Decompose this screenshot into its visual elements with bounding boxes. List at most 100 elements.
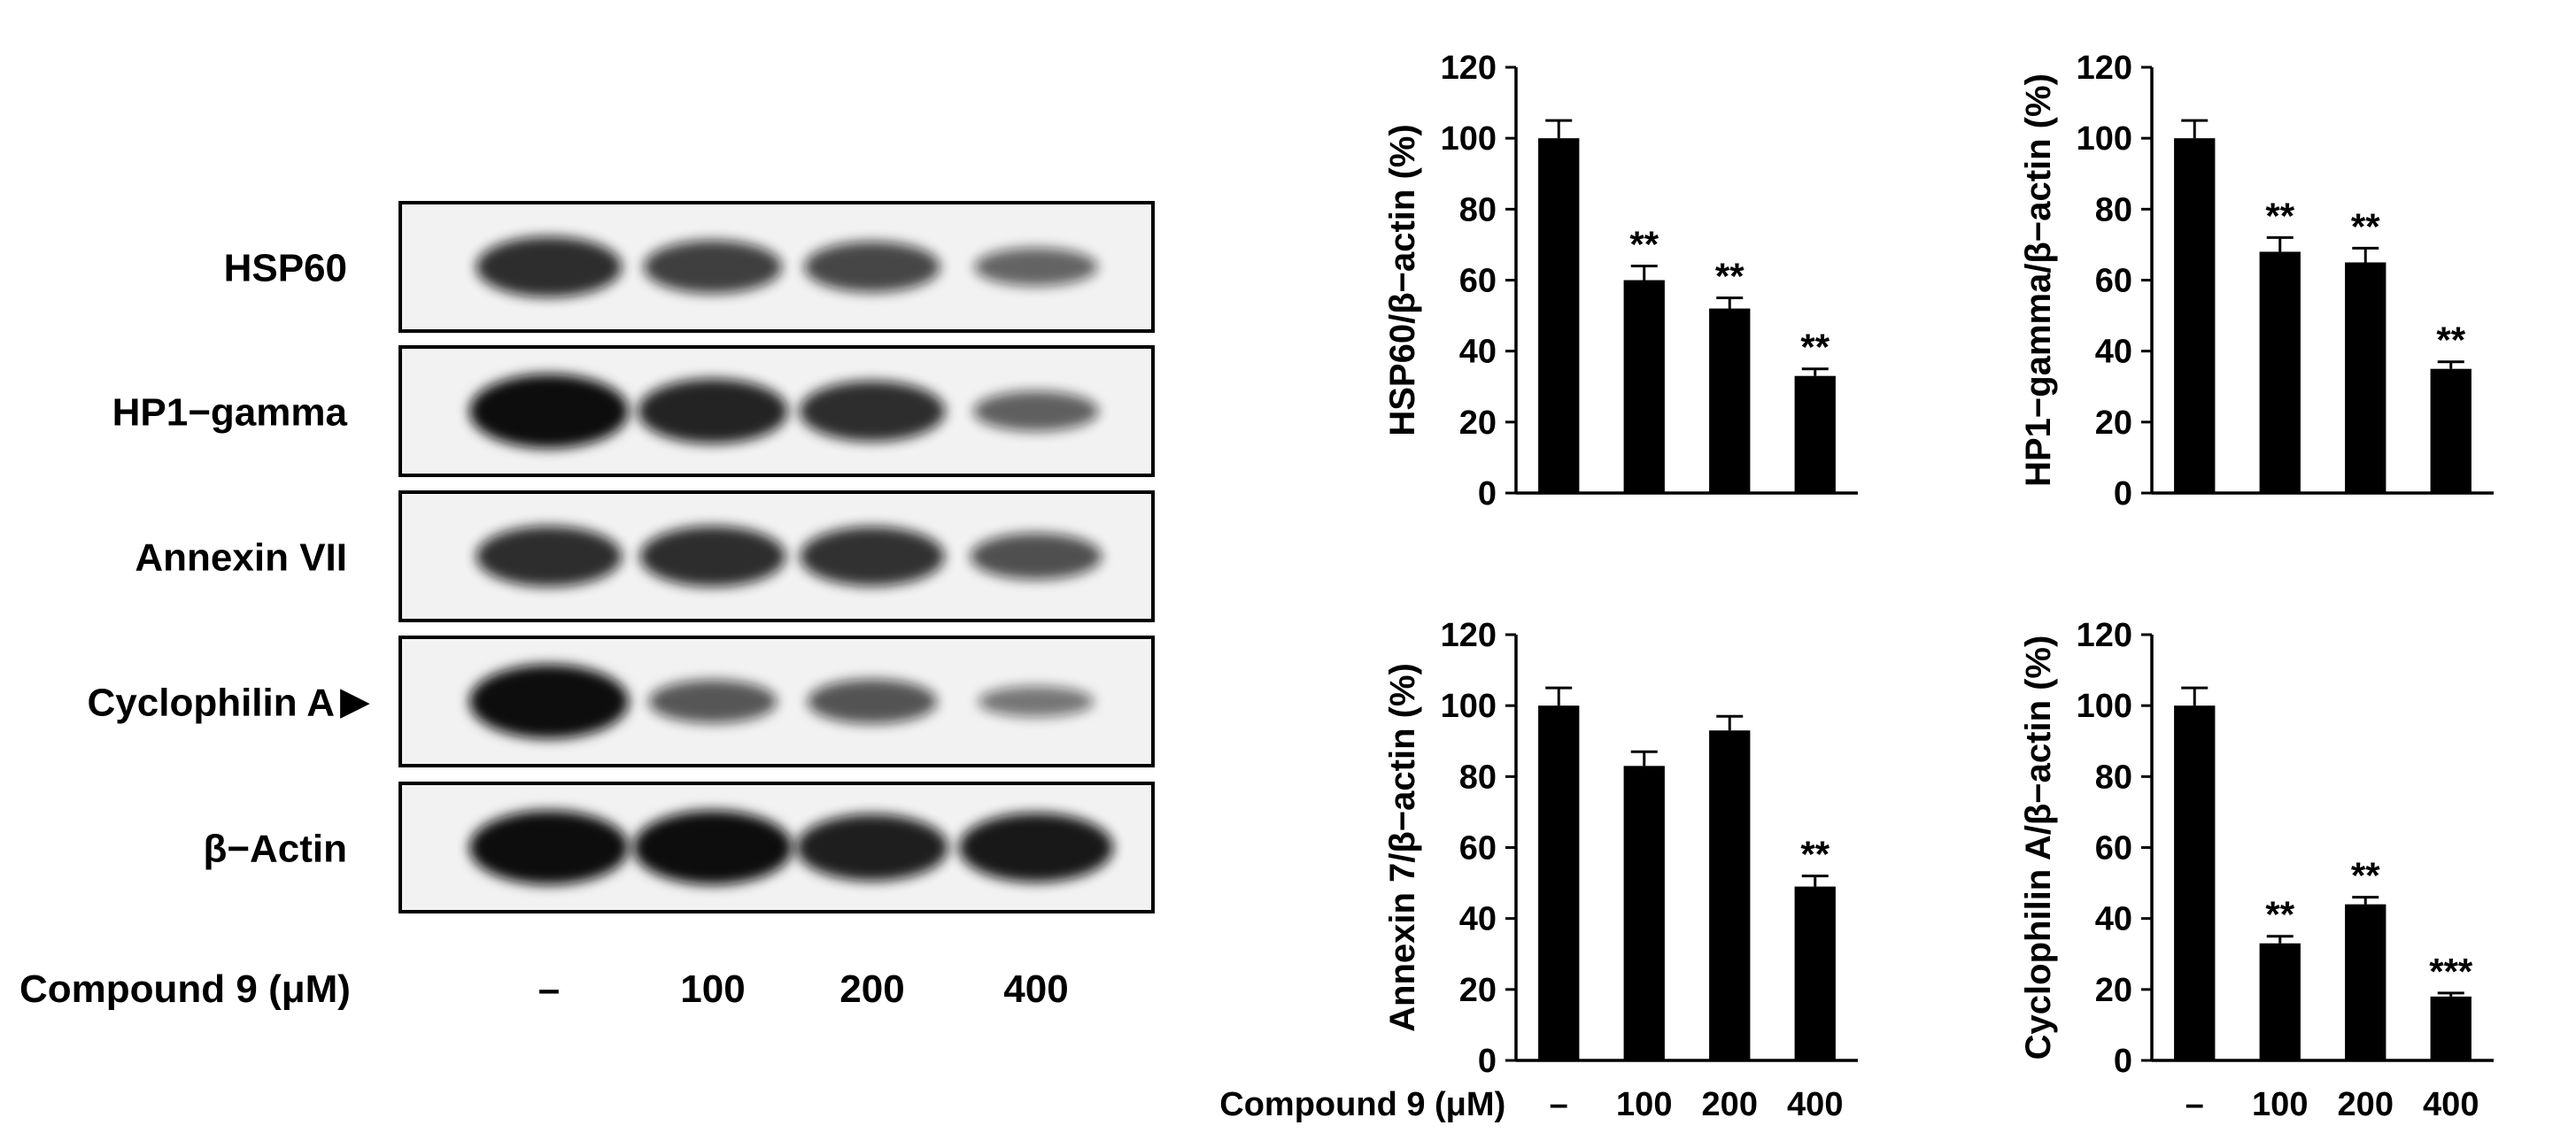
bar	[1538, 705, 1580, 1060]
y-tick-label: 80	[1459, 191, 1497, 228]
blot-band	[469, 374, 629, 449]
significance-marker: **	[1800, 327, 1830, 368]
y-tick-label: 20	[1459, 972, 1497, 1009]
blot-band	[800, 526, 945, 587]
x-tick-label: 200	[2338, 1086, 2394, 1123]
hp1-gamma-row: HP1−gamma	[112, 345, 1155, 477]
x-tick-label: 400	[1787, 1086, 1843, 1123]
x-tick-label: –	[2185, 1086, 2204, 1123]
y-tick-label: 100	[2077, 120, 2132, 158]
y-tick-label: 40	[2095, 901, 2132, 938]
blot-band	[469, 664, 629, 739]
blot-band	[633, 810, 793, 885]
bar-charts-panel: 0 20 40 60 80 100 120 HSP60/β−actin (%) ** ** ** 0 2…	[1219, 50, 2494, 1123]
blot-band	[974, 247, 1098, 287]
bar	[2259, 943, 2301, 1060]
x-tick-label: 100	[2252, 1086, 2308, 1123]
chart-panel-2: 0 20 40 60 80 100 120 HP1−gamma/β−actin (%) ** **…	[2019, 50, 2494, 513]
bar	[1538, 138, 1580, 493]
bar	[1623, 280, 1665, 493]
y-tick-label: 120	[2077, 617, 2132, 654]
blot-row-label: β−Actin	[203, 828, 347, 871]
blot-row-label: Cyclophilin A	[88, 682, 336, 725]
blot-band	[476, 236, 623, 297]
lane-label: –	[538, 967, 560, 1011]
bar	[2345, 262, 2386, 493]
y-tick-label: 60	[1459, 830, 1497, 867]
y-tick-label: 120	[1441, 617, 1497, 654]
bar	[1709, 730, 1751, 1060]
blot-band	[970, 533, 1102, 580]
y-tick-label: 60	[2095, 830, 2132, 867]
significance-marker: **	[2265, 195, 2294, 236]
y-tick-label: 80	[2095, 191, 2132, 228]
bar	[2174, 138, 2216, 493]
blot-band	[958, 813, 1114, 883]
bar	[1623, 766, 1665, 1060]
blot-band	[804, 241, 940, 293]
y-axis-title: HP1−gamma/β−actin (%)	[2019, 73, 2058, 487]
significance-marker: **	[2265, 894, 2294, 936]
y-axis-title: HSP60/β−actin (%)	[1383, 124, 1422, 435]
lane-label: 200	[839, 967, 904, 1011]
y-tick-label: 0	[1478, 475, 1497, 513]
blot-band	[807, 679, 938, 724]
y-tick-label: 40	[2095, 334, 2132, 371]
blot-band	[638, 378, 788, 444]
blot-band	[978, 686, 1095, 717]
y-tick-label: 40	[1459, 901, 1497, 938]
blot-band	[799, 381, 946, 442]
x-tick-label: 400	[2423, 1086, 2479, 1123]
y-tick-label: 100	[1441, 688, 1497, 725]
arrow-marker-icon: ▶	[340, 680, 370, 723]
bar	[1709, 308, 1751, 493]
significance-marker: **	[1715, 256, 1744, 297]
lane-label: 100	[680, 967, 745, 1011]
beta-actin-row: β−Actin	[203, 782, 1155, 913]
y-tick-label: 20	[1459, 405, 1497, 442]
y-tick-label: 0	[1478, 1043, 1497, 1080]
blot-band	[796, 813, 948, 882]
bar	[2430, 996, 2472, 1060]
blot-row-label: Annexin VII	[135, 536, 347, 580]
x-tick-label: –	[1550, 1086, 1568, 1123]
bar	[1794, 375, 1836, 493]
blot-band	[973, 390, 1099, 432]
y-tick-label: 0	[2114, 475, 2132, 513]
y-tick-label: 60	[2095, 263, 2132, 300]
lane-label: 400	[1003, 967, 1068, 1011]
x-tick-label: 200	[1702, 1086, 1758, 1123]
significance-marker: **	[2351, 205, 2380, 247]
bar	[1794, 886, 1836, 1060]
blot-row-label: HSP60	[224, 247, 347, 290]
y-tick-label: 60	[1459, 263, 1497, 300]
bar	[2259, 251, 2301, 493]
annexin-vii-row: Annexin VII	[135, 490, 1155, 622]
y-tick-label: 0	[2114, 1043, 2132, 1080]
bar	[2345, 904, 2386, 1060]
blot-band	[476, 526, 623, 587]
y-tick-label: 120	[1441, 50, 1497, 87]
blot-band	[639, 526, 786, 587]
hsp60-row: HSP60	[224, 201, 1155, 333]
significance-marker: **	[2436, 320, 2465, 361]
cyclophilin-a-row: Cyclophilin A ▶	[88, 636, 1155, 767]
y-tick-label: 100	[1441, 120, 1497, 158]
y-tick-label: 80	[2095, 759, 2132, 796]
bar	[2174, 705, 2216, 1060]
chart-panel-3: 0 20 40 60 80 100 120 Annexin 7/β−actin (%) – 100…	[1219, 617, 1858, 1123]
y-tick-label: 20	[2095, 972, 2132, 1009]
significance-marker: **	[2351, 855, 2380, 897]
y-tick-label: 80	[1459, 759, 1497, 796]
y-tick-label: 20	[2095, 405, 2132, 442]
bar	[2430, 368, 2472, 493]
significance-marker: ***	[2429, 951, 2473, 992]
y-tick-label: 100	[2077, 688, 2132, 725]
western-blot-panel: HSP60 HP1−gamma Annexin VII Cyclophilin A ▶ β…	[19, 201, 1155, 1011]
blot-band	[469, 810, 629, 885]
y-tick-label: 120	[2077, 50, 2132, 87]
y-axis-title: Cyclophilin A/β−actin (%)	[2019, 636, 2058, 1060]
chart-panel-1: 0 20 40 60 80 100 120 HSP60/β−actin (%) ** ** **	[1383, 50, 1858, 513]
blot-band	[643, 240, 783, 294]
